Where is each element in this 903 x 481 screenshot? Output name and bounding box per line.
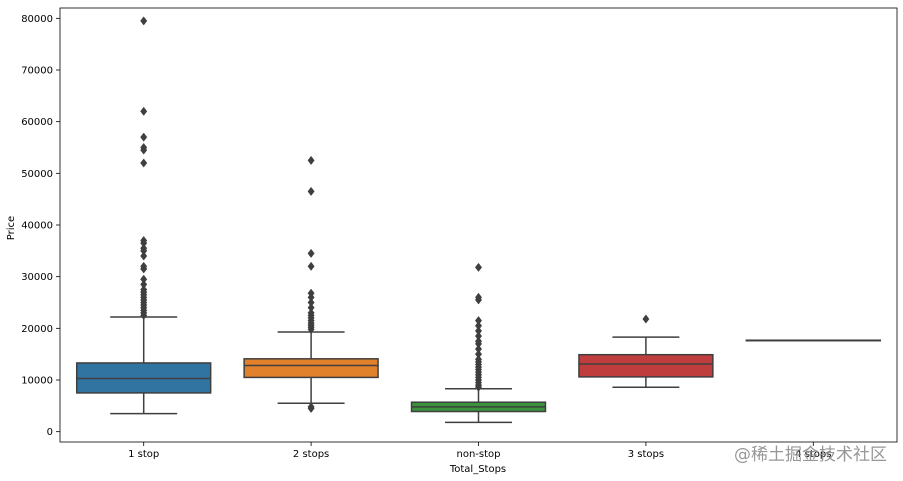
outlier-point (642, 314, 650, 324)
outlier-point (474, 262, 483, 272)
outlier-point (140, 251, 148, 261)
x-axis-label: Total_Stops (449, 464, 506, 475)
y-axis: 0 10000 20000 30000 40000 50000 60000 70000 8000… (21, 14, 60, 438)
outlier-point (307, 297, 315, 308)
outlier-point (140, 285, 148, 295)
outlier-point (140, 132, 148, 142)
outlier-point (140, 261, 148, 271)
x-axis: 1 stop 2 stops non-stop 3 stops 4 stops (128, 442, 831, 460)
outlier-point (474, 336, 483, 346)
outlier-point (140, 158, 148, 168)
y-axis-label: Price (6, 216, 17, 240)
box-non-stop (410, 262, 547, 424)
outlier-point (474, 292, 483, 302)
outlier-point (474, 354, 483, 364)
boxes-layer (75, 16, 882, 424)
outlier-point (307, 303, 315, 313)
y-tick-label: 80000 (21, 14, 53, 25)
y-tick-label: 40000 (21, 221, 53, 232)
x-tick-label: 2 stops (293, 449, 329, 460)
box-4-stops (745, 339, 882, 342)
outlier-point (307, 155, 315, 165)
outlier-point (140, 235, 148, 246)
box-1-stop (75, 16, 212, 415)
watermark: @稀土掘金技术社区 (734, 445, 887, 465)
y-tick-label: 20000 (21, 324, 53, 335)
outlier-point (307, 261, 315, 271)
outlier-point (474, 344, 483, 354)
iqr-box (578, 353, 714, 378)
outlier-point (307, 248, 315, 258)
y-tick-label: 10000 (21, 376, 53, 387)
outlier-point (140, 274, 148, 284)
outlier-point (140, 243, 148, 253)
outlier-point (140, 106, 148, 116)
box-2-stops (243, 155, 379, 413)
y-tick-label: 0 (47, 427, 53, 438)
outlier-point (307, 402, 315, 412)
x-tick-label: non-stop (457, 449, 501, 460)
outlier-point (474, 331, 483, 341)
iqr-box (243, 358, 379, 379)
x-tick-label: 1 stop (128, 449, 159, 460)
outlier-point (307, 288, 315, 298)
x-tick-label: 4 stops (795, 449, 831, 460)
outlier-point (474, 321, 483, 331)
outlier-point (140, 142, 148, 153)
y-tick-label: 50000 (21, 169, 53, 180)
outlier-point (140, 279, 148, 289)
y-tick-label: 30000 (21, 272, 53, 283)
box-3-stops (578, 314, 714, 388)
outlier-point (140, 16, 148, 26)
y-tick-label: 60000 (21, 117, 53, 128)
outlier-point (474, 316, 483, 326)
outlier-point (474, 349, 483, 359)
outlier-point (474, 326, 483, 336)
y-tick-label: 70000 (21, 66, 53, 77)
outlier-point (307, 308, 315, 318)
outlier-point (307, 186, 315, 196)
x-tick-label: 3 stops (628, 449, 664, 460)
